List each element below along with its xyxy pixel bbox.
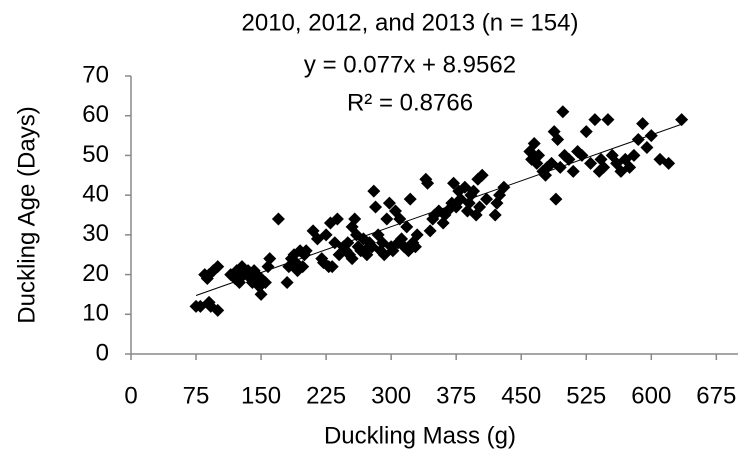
point [627,148,641,162]
point [382,196,396,210]
x-tick-label: 675 [696,382,736,409]
point [447,176,461,190]
x-tick-label: 75 [183,382,210,409]
point [345,252,359,266]
y-tick-label: 70 [82,61,109,88]
point [421,176,435,190]
point [258,276,272,290]
point [588,113,602,127]
point [475,168,489,182]
point [584,156,598,170]
y-tick-label: 40 [82,180,109,207]
y-tick-label: 0 [96,339,109,366]
point [423,224,437,238]
point [380,212,394,226]
point [400,220,414,234]
point [410,228,424,242]
chart-title: 2010, 2012, and 2013 (n = 154) [242,9,579,36]
point [299,244,313,258]
point [640,140,654,154]
point [644,129,658,143]
y-tick-label: 20 [82,260,109,287]
point [467,184,481,198]
x-tick-label: 450 [501,382,541,409]
point [296,260,310,274]
point [549,192,563,206]
x-tick-label: 225 [306,382,346,409]
x-tick-label: 300 [371,382,411,409]
point [566,164,580,178]
x-tick-label: 375 [436,382,476,409]
point [579,125,593,139]
point [271,212,285,226]
point [348,212,362,226]
point [527,137,541,151]
trend-equation: y = 0.077x + 8.9562 [304,51,516,78]
point [662,156,676,170]
point [480,192,494,206]
point [473,200,487,214]
trendline [195,123,682,296]
point [211,260,225,274]
y-tick-label: 10 [82,300,109,327]
point [675,113,689,127]
point [319,228,333,242]
point [636,117,650,131]
x-axis-title: Duckling Mass (g) [324,422,516,449]
point [280,276,294,290]
r-squared: R² = 0.8766 [347,89,473,116]
point [360,248,374,262]
point [386,244,400,258]
point [343,248,357,262]
y-tick-label: 50 [82,141,109,168]
point [408,240,422,254]
point [623,160,637,174]
point [601,113,615,127]
x-tick-label: 150 [241,382,281,409]
point [325,260,339,274]
x-tick-label: 0 [124,382,137,409]
point [341,236,355,250]
y-axis-title: Duckling Age (Days) [13,106,40,323]
y-tick-label: 30 [82,220,109,247]
point [211,303,225,317]
x-tick-label: 525 [566,382,606,409]
point [263,252,277,266]
point [369,200,383,214]
point [551,133,565,147]
point [367,184,381,198]
point [532,148,546,162]
point [254,287,268,301]
point [330,212,344,226]
point [202,268,216,282]
point [488,208,502,222]
point [556,105,570,119]
y-tick-label: 60 [82,101,109,128]
point [403,192,417,206]
point [252,279,266,293]
x-tick-label: 600 [631,382,671,409]
point [597,160,611,174]
